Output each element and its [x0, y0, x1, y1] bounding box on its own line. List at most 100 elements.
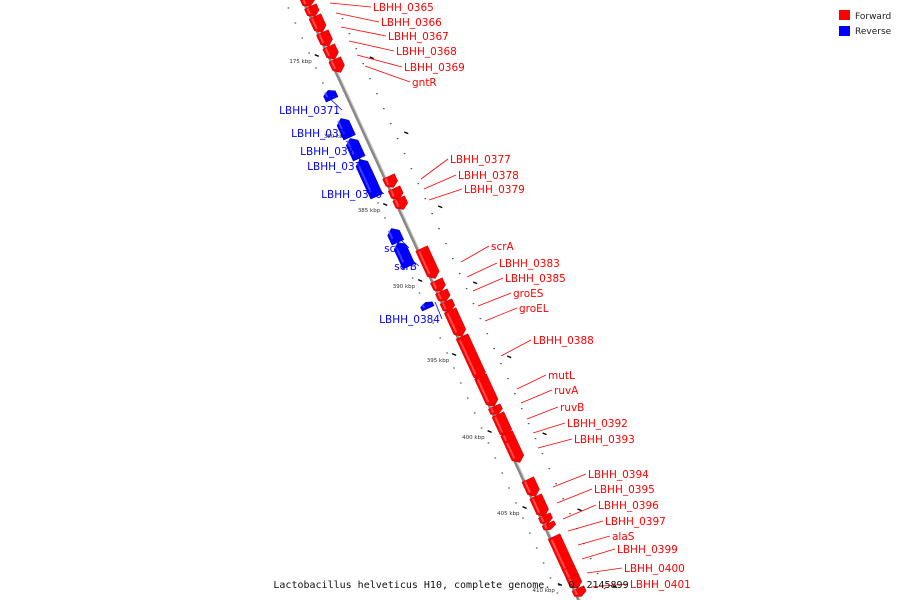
minor-tick-dot	[466, 397, 469, 399]
label-connector	[567, 520, 604, 532]
gene-arrow-groes[interactable]	[439, 298, 456, 312]
gene-label-lbhh_0366[interactable]: LBHH_0366	[381, 17, 442, 29]
gene-label-lbhh_0383[interactable]: LBHH_0383	[499, 258, 560, 270]
kbp-tick-label: 380 kbp	[324, 134, 347, 140]
legend-reverse-label: Reverse	[855, 27, 892, 37]
gene-arrow-highlight	[324, 91, 329, 98]
gene-arrow-highlight	[540, 516, 545, 523]
gene-label-lbhh_0367[interactable]: LBHH_0367	[388, 31, 449, 43]
gene-arrow-lbhh_0379[interactable]	[392, 195, 409, 210]
minor-tick-dot	[389, 123, 392, 125]
gene-label-lbhh_0393[interactable]: LBHH_0393	[574, 434, 635, 446]
gene-arrow-lbhh_0378[interactable]	[387, 185, 404, 200]
gene-arrow-highlight	[330, 61, 337, 70]
minor-tick-dot	[369, 78, 371, 80]
minor-tick-dot	[556, 592, 559, 594]
gene-label-lbhh_0385[interactable]: LBHH_0385	[505, 273, 566, 285]
gene-arrow-lbhh_0384[interactable]	[420, 301, 435, 312]
minor-tick-dot	[362, 63, 364, 65]
gene-arrow-highlight	[477, 379, 490, 403]
gene-label-lbhh_0368[interactable]: LBHH_0368	[396, 46, 457, 58]
gene-label-lbhh_0376[interactable]: LBHH_0376	[321, 189, 382, 201]
gene-arrow-highlight	[337, 120, 345, 134]
gene-label-gntr[interactable]: gntR	[412, 77, 437, 89]
label-connector	[581, 548, 616, 560]
gene-arrow-lbhh_0400[interactable]	[566, 573, 583, 589]
gene-label-lbhh_0396[interactable]: LBHH_0396	[598, 500, 659, 512]
gene-label-lbhh_0375[interactable]: LBHH_0375	[307, 161, 368, 173]
gene-arrow-highlight	[394, 244, 405, 263]
gene-arrow-mutl[interactable]	[474, 373, 499, 407]
gene-label-lbhh_0397[interactable]: LBHH_0397	[605, 516, 666, 528]
gene-label-lbhh_0365[interactable]: LBHH_0365	[373, 2, 434, 14]
gene-label-groes[interactable]: groES	[513, 288, 544, 300]
major-tick	[542, 432, 547, 436]
label-connector	[356, 54, 403, 68]
kbp-ticks-layer: 175 kbp 380 kbp 385 kbp 390 kbp 395 kbp 400 k…	[289, 53, 618, 594]
gene-label-groel[interactable]: groEL	[519, 303, 549, 315]
gene-label-lbhh_0377[interactable]: LBHH_0377	[450, 154, 511, 166]
gene-label-lbhh_0400[interactable]: LBHH_0400	[624, 563, 685, 575]
gene-arrow-gntr[interactable]	[328, 56, 345, 73]
gene-arrow-lbhh_0369[interactable]	[322, 43, 339, 60]
gene-arrow-lbhh_0394[interactable]	[521, 476, 540, 497]
minor-tick-dot	[508, 487, 510, 489]
gene-arrow-lbhh_0374[interactable]	[345, 138, 366, 162]
gene-arrow-groel[interactable]	[443, 307, 467, 337]
gene-label-ruva[interactable]: ruvA	[554, 385, 579, 397]
gene-label-lbhh_0378[interactable]: LBHH_0378	[458, 170, 519, 182]
gene-arrow-lbhh_0377[interactable]	[382, 173, 398, 188]
gene-label-lbhh_0388[interactable]: LBHH_0388	[533, 335, 594, 347]
gene-label-ruvb[interactable]: ruvB	[560, 402, 584, 414]
major-tick	[382, 202, 388, 207]
gene-label-lbhh_0392[interactable]: LBHH_0392	[567, 418, 628, 430]
gene-arrow-scra[interactable]	[415, 245, 440, 279]
gene-label-lbhh_0384[interactable]: LBHH_0384	[379, 314, 440, 326]
gene-arrow-lbhh_0367[interactable]	[308, 13, 327, 33]
gene-arrow-highlight	[394, 200, 400, 208]
gene-arrow-highlight	[437, 293, 442, 300]
gene-arrow-highlight	[384, 178, 390, 186]
gene-label-lbhh_0394[interactable]: LBHH_0394	[588, 469, 649, 481]
gene-arrow-lbhh_0366[interactable]	[304, 3, 320, 17]
gene-label-mutl[interactable]: mutL	[548, 370, 575, 382]
minor-tick-dot	[529, 532, 531, 534]
gene-label-scrr[interactable]: scrR	[384, 243, 407, 255]
gene-label-lbhh_0401[interactable]: LBHH_0401	[630, 579, 691, 591]
label-connector	[329, 2, 372, 8]
minor-tick-dot	[473, 412, 476, 414]
gene-arrow-highlight	[311, 18, 318, 30]
label-connector	[537, 438, 573, 449]
gene-arrow-highlight	[544, 524, 548, 529]
label-connector	[500, 339, 532, 357]
gene-label-lbhh_0395[interactable]: LBHH_0395	[594, 484, 655, 496]
gene-labels-layer: LBHH_0365 LBHH_0366 LBHH_0367 LBHH_0368 LBHH…	[279, 2, 691, 591]
minor-tick-dot	[465, 288, 468, 290]
major-tick	[577, 508, 582, 512]
minor-tick-dot	[535, 547, 538, 549]
minor-tick-dot	[494, 457, 497, 459]
gene-arrow-lbhh_0383[interactable]	[430, 277, 446, 292]
gene-label-lbhh_0371[interactable]: LBHH_0371	[279, 105, 340, 117]
gene-label-lbhh_0369[interactable]: LBHH_0369	[404, 62, 465, 74]
gene-label-scra[interactable]: scrA	[491, 241, 515, 253]
gene-label-lbhh_0374[interactable]: LBHH_0374	[300, 146, 361, 158]
gene-arrow-lbhh_0393[interactable]	[503, 437, 525, 463]
gene-arrow-lbhh_0395[interactable]	[529, 493, 549, 517]
gene-arrow-lbhh_0368[interactable]	[316, 29, 333, 47]
minor-tick-dot	[377, 202, 379, 204]
gene-label-lbhh_0379[interactable]: LBHH_0379	[464, 184, 525, 196]
gene-arrow-lbhh_0385[interactable]	[435, 288, 451, 302]
gene-label-lbhh_0373[interactable]: LBHH_0373	[291, 128, 352, 140]
gene-arrow-lbhh_0371[interactable]	[323, 90, 339, 103]
major-tick	[522, 505, 527, 510]
gene-arrow-lbhh_0373[interactable]	[336, 118, 356, 141]
label-connector	[364, 65, 411, 83]
kbp-tick-label: 175 kbp	[289, 59, 312, 65]
gene-label-scrb[interactable]: scrB	[394, 261, 417, 273]
major-tick	[437, 205, 443, 209]
gene-label-lbhh_0399[interactable]: LBHH_0399	[617, 544, 678, 556]
gene-arrow-scrb[interactable]	[393, 242, 416, 270]
gene-label-alas[interactable]: alaS	[612, 531, 635, 543]
gene-arrow-lbhh_0376[interactable]	[359, 167, 383, 200]
